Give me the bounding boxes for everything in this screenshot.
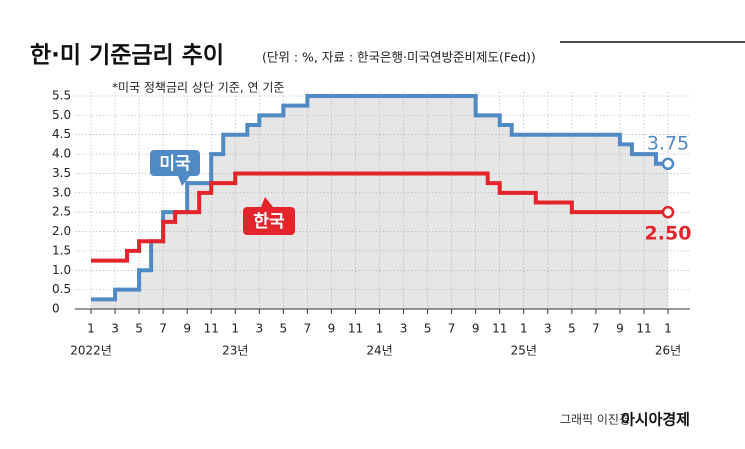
x-tick-label: 5 (568, 322, 576, 336)
x-tick-label: 3 (544, 322, 552, 336)
x-tick-label: 11 (492, 322, 507, 336)
y-tick-label: 3.0 (52, 185, 71, 199)
y-tick-label: 0.5 (52, 282, 71, 296)
x-tick-label: 11 (348, 322, 363, 336)
x-tick-label: 3 (255, 322, 263, 336)
brand: 아시아경제 (621, 411, 690, 429)
end-marker (661, 205, 675, 219)
year-label: 25년 (511, 344, 537, 358)
y-tick-label: 1.0 (52, 263, 71, 277)
legend-pointer (178, 176, 190, 186)
y-tick-label: 1.5 (52, 243, 71, 257)
x-tick-label: 1 (87, 322, 95, 336)
x-tick-label: 9 (328, 322, 336, 336)
y-tick-label: 5.5 (52, 89, 71, 103)
plot: 00.51.01.52.02.53.03.54.04.55.05.51 3 5 7 9 1… (52, 89, 691, 358)
legend-label: 한국 (253, 212, 285, 232)
x-tick-label: 1 (520, 322, 528, 336)
value-label: 2.50 (645, 223, 692, 245)
x-tick-label: 7 (592, 322, 600, 336)
x-tick-label: 5 (135, 322, 143, 336)
x-tick-label: 3 (111, 322, 119, 336)
end-marker (661, 157, 675, 171)
legend-box (243, 207, 295, 235)
line (91, 171, 668, 263)
legend-label: 미국 (159, 154, 191, 174)
x-tick-label: 7 (448, 322, 456, 336)
x-tick-label: 9 (616, 322, 624, 336)
y-tick-label: 2.5 (52, 205, 71, 219)
x-tick-label: 1 (231, 322, 239, 336)
x-tick-label: 3 (400, 322, 408, 336)
value-label: 3.75 (647, 132, 689, 154)
x-tick-label: 5 (424, 322, 432, 336)
y-tick-label: 0 (52, 302, 60, 316)
x-tick-label: 11 (204, 322, 219, 336)
x-tick-label: 9 (472, 322, 480, 336)
x-tick-label: 1 (664, 322, 672, 336)
year-label: 23년 (222, 344, 248, 358)
line (91, 94, 668, 302)
year-label: 26년 (655, 344, 681, 358)
legend-box (150, 150, 200, 176)
year-label: 2022년 (70, 344, 112, 358)
chart-subtitle: (단위 : %, 자료 : 한국은행·미국연방준비제도(Fed)) (262, 50, 536, 65)
chart-title: 한·미 기준금리 추이 (30, 43, 224, 69)
chart-note: *미국 정책금리 상단 기준, 연 기준 (112, 80, 284, 95)
y-tick-label: 3.5 (52, 166, 71, 180)
legend-pointer (261, 197, 273, 207)
x-tick-label: 7 (304, 322, 312, 336)
y-tick-label: 4.0 (52, 147, 71, 161)
y-tick-label: 2.0 (52, 224, 71, 238)
x-tick-label: 1 (376, 322, 384, 336)
y-tick-label: 4.5 (52, 127, 71, 141)
x-tick-label: 7 (159, 322, 167, 336)
year-label: 24년 (366, 344, 392, 358)
x-tick-label: 9 (183, 322, 191, 336)
x-tick-label: 11 (636, 322, 651, 336)
credit: 그래픽 이진경 (560, 413, 630, 427)
y-tick-label: 5.0 (52, 108, 71, 122)
x-tick-label: 5 (280, 322, 288, 336)
